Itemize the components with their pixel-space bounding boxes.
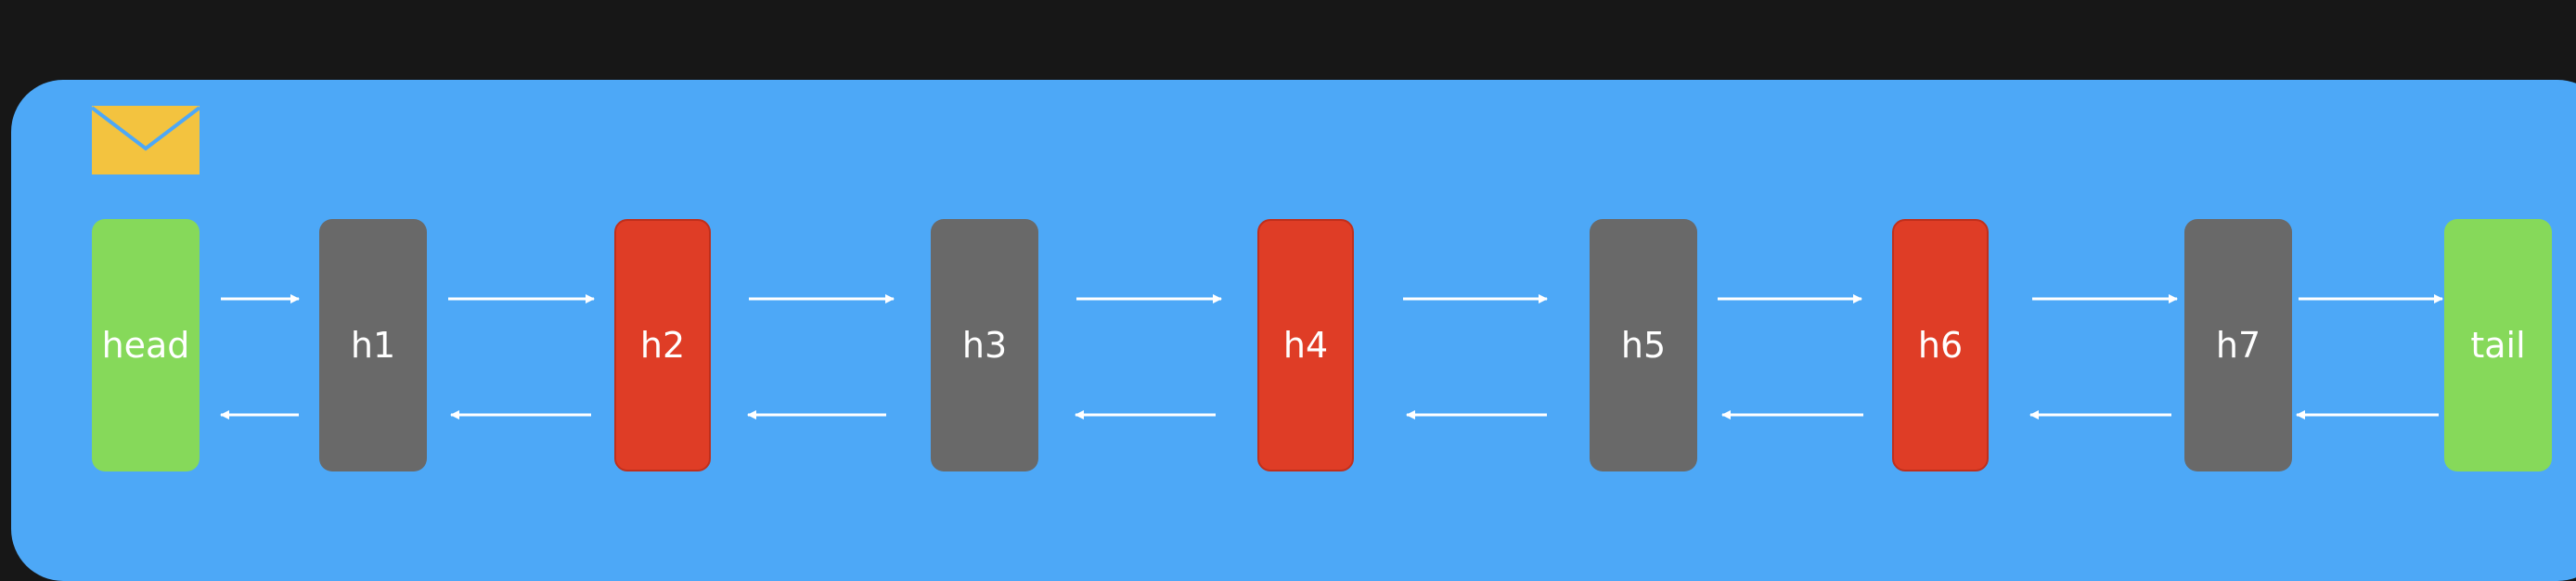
node-h1: h1 <box>319 219 427 471</box>
node-h1-label: h1 <box>350 325 396 366</box>
node-head-label: head <box>101 325 190 366</box>
node-h6: h6 <box>1892 219 1989 471</box>
node-h5-label: h5 <box>1620 325 1667 366</box>
node-tail-label: tail <box>2470 325 2526 366</box>
node-h2-label: h2 <box>639 325 686 366</box>
node-h7-label: h7 <box>2215 325 2261 366</box>
node-h3-label: h3 <box>961 325 1008 366</box>
link-arrows <box>220 294 2443 420</box>
node-tail: tail <box>2444 219 2552 471</box>
node-head: head <box>92 219 200 471</box>
node-h6-label: h6 <box>1917 325 1964 366</box>
node-h5: h5 <box>1590 219 1697 471</box>
node-h2: h2 <box>614 219 711 471</box>
envelope-icon <box>92 106 200 174</box>
node-h3: h3 <box>931 219 1038 471</box>
node-h7: h7 <box>2184 219 2292 471</box>
node-h4: h4 <box>1257 219 1354 471</box>
node-h4-label: h4 <box>1282 325 1329 366</box>
